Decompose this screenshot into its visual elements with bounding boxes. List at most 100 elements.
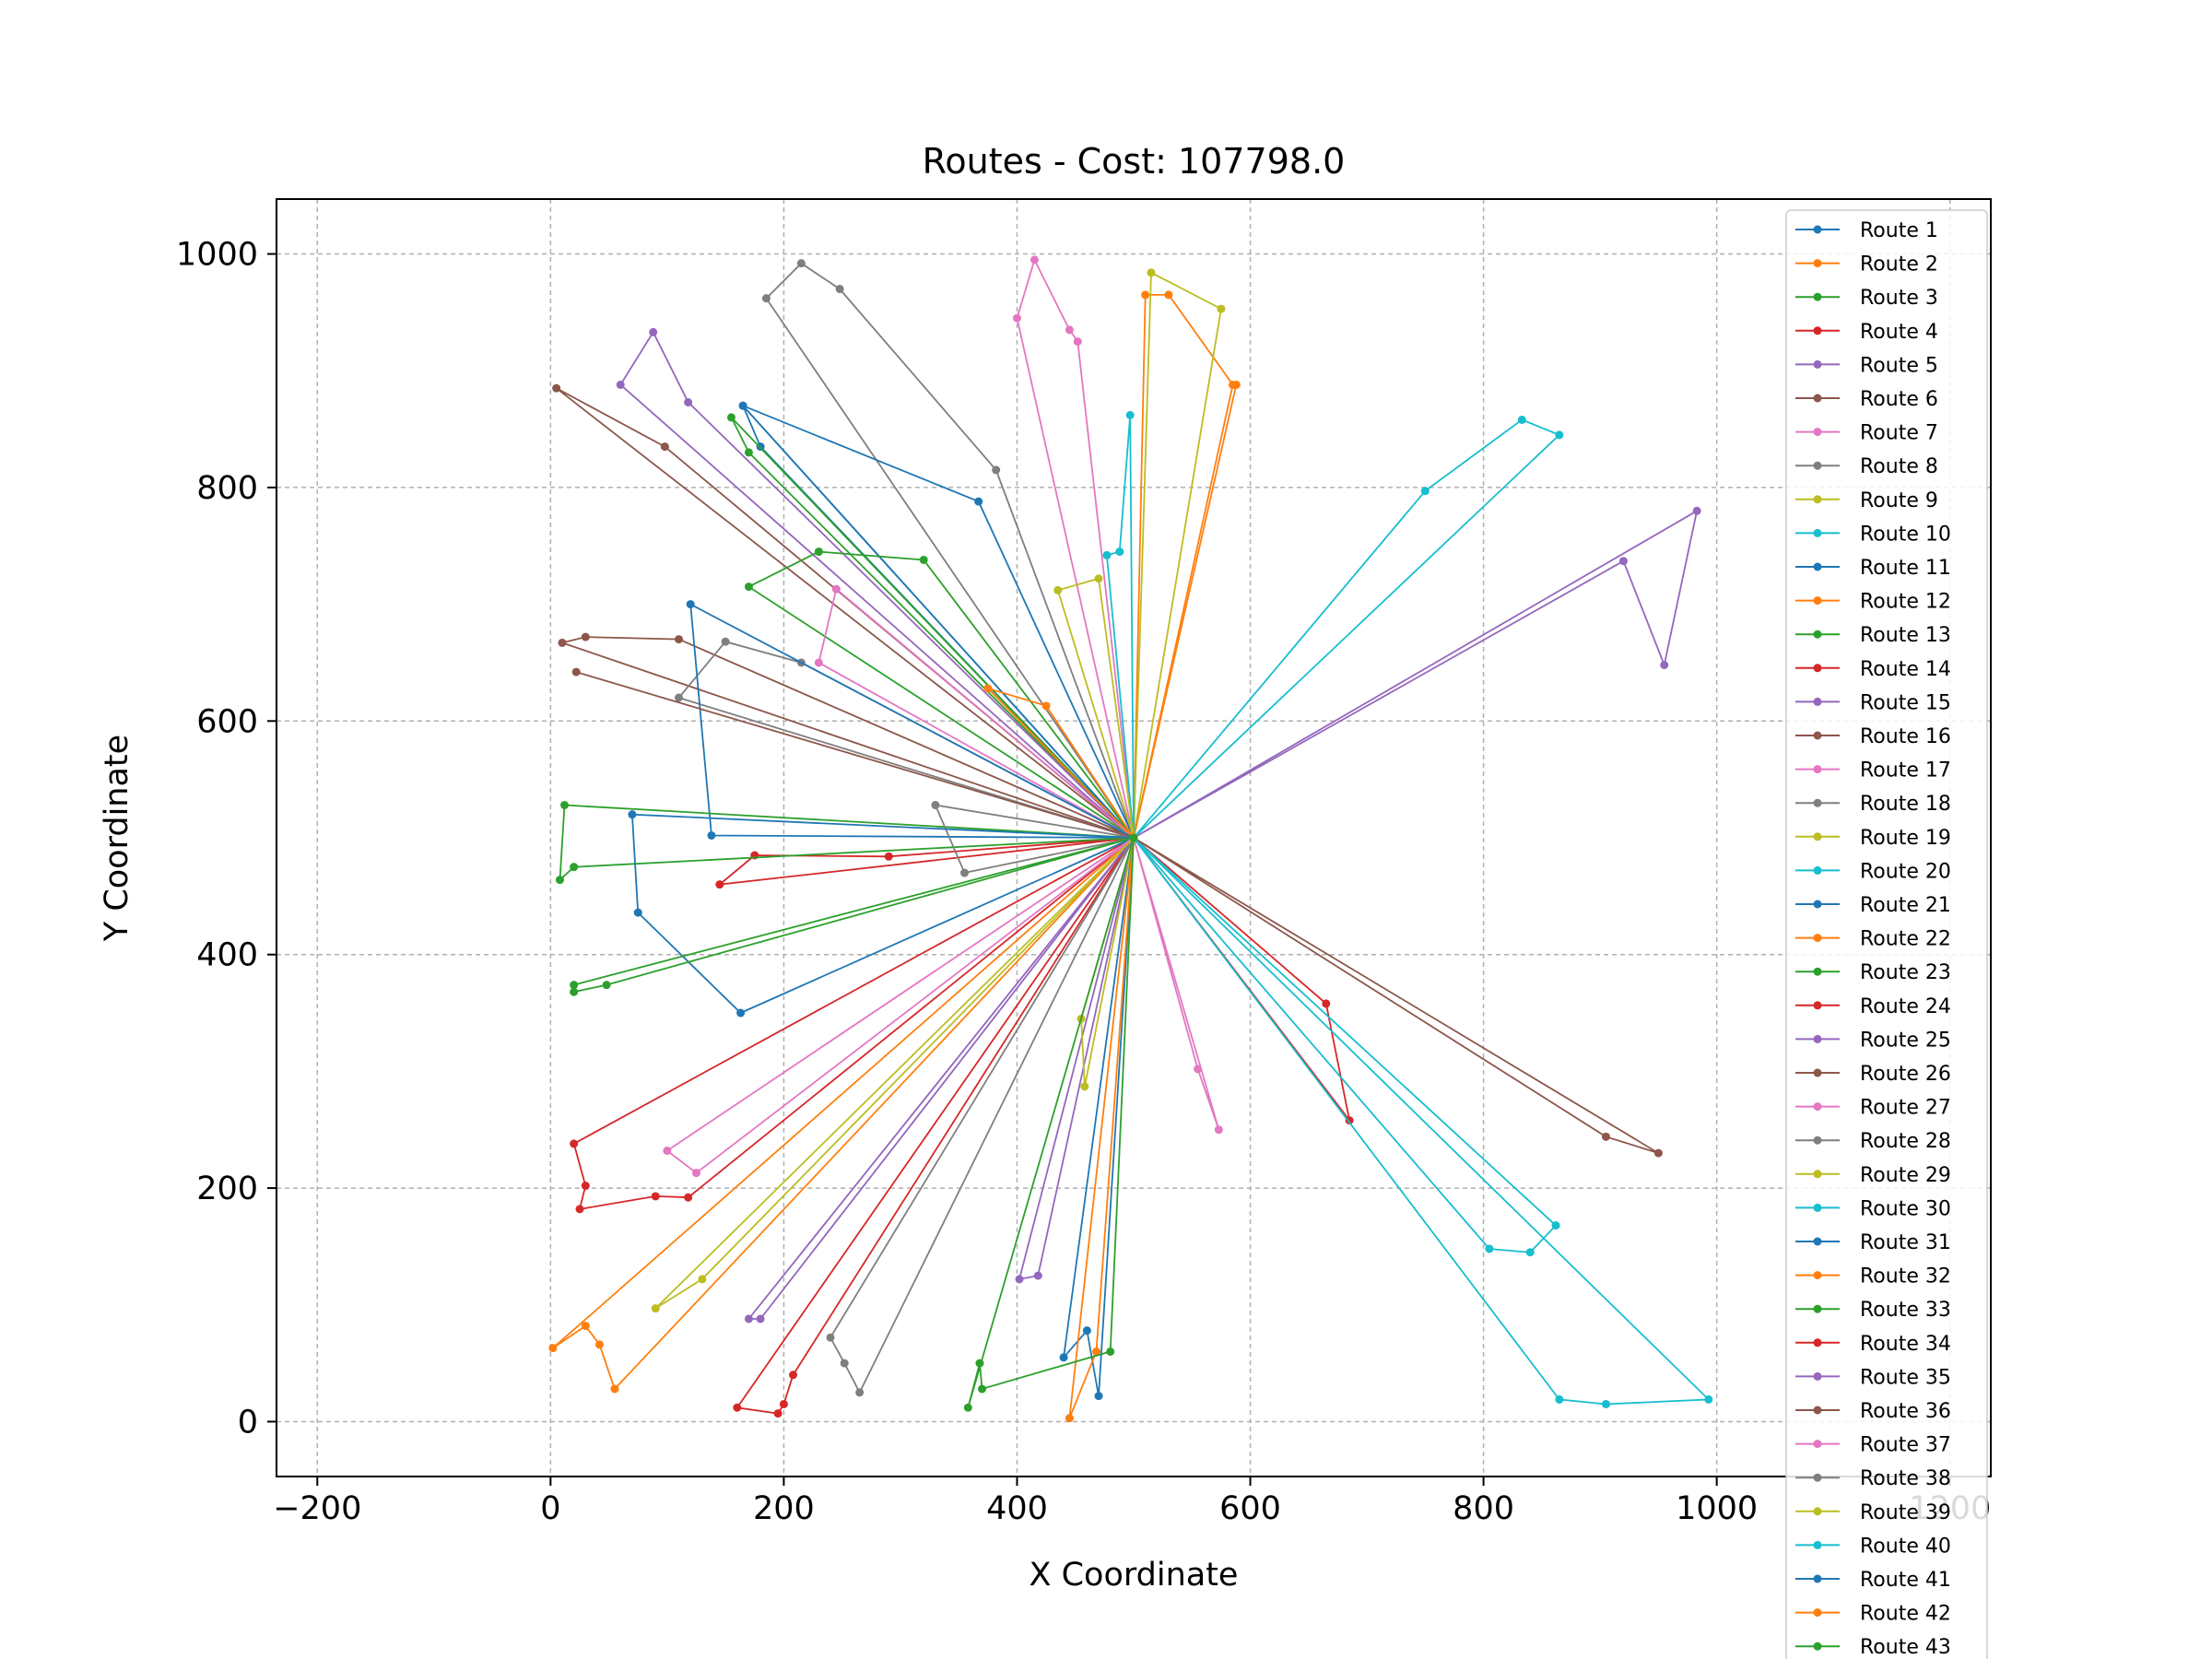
route-point <box>575 1205 584 1214</box>
legend-swatch-marker <box>1813 1068 1822 1077</box>
legend-label: Route 1 <box>1860 219 1938 242</box>
route-point <box>1125 410 1135 419</box>
route-point <box>1030 255 1039 265</box>
legend-item: Route 35 <box>1795 1366 1951 1389</box>
legend-label: Route 37 <box>1860 1434 1951 1457</box>
route-point <box>633 908 642 917</box>
legend-swatch-marker <box>1813 596 1822 606</box>
legend-item: Route 42 <box>1795 1603 1951 1626</box>
route-point <box>840 1359 849 1368</box>
legend-swatch-marker <box>1813 259 1822 268</box>
legend-label: Route 7 <box>1860 422 1938 445</box>
route-line <box>967 837 1135 1408</box>
route-point <box>552 383 561 393</box>
legend-label: Route 27 <box>1860 1097 1951 1120</box>
route-point <box>1147 268 1156 277</box>
route-point <box>1082 1326 1091 1335</box>
legend-swatch-marker <box>1813 1440 1822 1449</box>
legend-item: Route 2 <box>1795 253 1938 276</box>
legend-item: Route 24 <box>1795 995 1951 1018</box>
legend-swatch-marker <box>1813 1608 1822 1618</box>
route-point <box>789 1371 798 1380</box>
legend-item: Route 20 <box>1795 860 1951 883</box>
route-line <box>654 837 1135 1310</box>
x-axis-label: X Coordinate <box>1030 1557 1239 1594</box>
legend-swatch-marker <box>1813 1641 1822 1651</box>
legend-item: Route 26 <box>1795 1063 1951 1086</box>
route-line <box>1133 837 1220 1130</box>
legend-swatch-marker <box>1813 394 1822 403</box>
legend-label: Route 16 <box>1860 725 1951 748</box>
route-point <box>581 1322 590 1331</box>
legend-item: Route 9 <box>1795 489 1938 512</box>
route-line <box>689 603 1135 839</box>
route-point <box>773 1409 782 1418</box>
legend-label: Route 35 <box>1860 1366 1951 1389</box>
route-point <box>1073 337 1082 347</box>
legend-label: Route 4 <box>1860 321 1938 344</box>
route-point <box>1704 1394 1713 1404</box>
route-point <box>1214 1125 1223 1135</box>
route-line <box>765 262 1135 839</box>
route-point <box>1231 380 1241 389</box>
route-point <box>1601 1399 1610 1408</box>
route-point <box>1525 1248 1535 1257</box>
route-point <box>675 635 684 644</box>
route-point <box>931 801 940 810</box>
route-point <box>744 1314 753 1324</box>
legend-item: Route 31 <box>1795 1231 1951 1254</box>
route-point <box>684 397 693 406</box>
route-point <box>560 801 570 810</box>
route-point <box>978 1384 987 1394</box>
legend-item: Route 4 <box>1795 321 1938 344</box>
legend-swatch-marker <box>1813 528 1822 537</box>
route-line <box>552 837 1135 1391</box>
route-point <box>831 584 841 594</box>
route-point <box>733 1403 742 1412</box>
legend-item: Route 30 <box>1795 1197 1951 1220</box>
route-point <box>610 1384 619 1394</box>
legend-swatch-marker <box>1813 1304 1822 1313</box>
chart-title: Routes - Cost: 107798.0 <box>923 141 1346 182</box>
route-point <box>1164 290 1173 300</box>
legend-swatch-marker <box>1813 326 1822 335</box>
plot-frame <box>276 198 1992 1477</box>
route-point <box>1555 1394 1564 1404</box>
legend-label: Route 10 <box>1860 523 1951 546</box>
legend-swatch-marker <box>1813 225 1822 234</box>
route-point <box>1129 833 1138 842</box>
route-line <box>735 837 1135 1415</box>
route-point <box>1194 1065 1203 1074</box>
legend-label: Route 19 <box>1860 827 1951 850</box>
legend-label: Route 31 <box>1860 1231 1951 1254</box>
legend-swatch-marker <box>1813 664 1822 673</box>
legend-label: Route 20 <box>1860 860 1951 883</box>
legend-label: Route 24 <box>1860 995 1951 1018</box>
route-point <box>581 1182 590 1191</box>
route-point <box>721 637 730 646</box>
legend-label: Route 6 <box>1860 388 1938 411</box>
route-line <box>1133 837 1659 1154</box>
route-line <box>1056 577 1135 839</box>
legend-swatch-marker <box>1813 1540 1822 1549</box>
legend-item: Route 13 <box>1795 624 1951 647</box>
legend-label: Route 34 <box>1860 1333 1951 1356</box>
legend-swatch-marker <box>1813 697 1822 706</box>
legend-label: Route 2 <box>1860 253 1938 276</box>
legend-swatch-marker <box>1813 1170 1822 1179</box>
route-point <box>1094 1392 1103 1401</box>
route-point <box>814 547 823 557</box>
legend-swatch-marker <box>1813 1203 1822 1212</box>
route-line <box>1016 257 1135 839</box>
route-point <box>992 465 1001 475</box>
legend-item: Route 23 <box>1795 961 1951 984</box>
legend-swatch-marker <box>1813 1271 1822 1280</box>
legend-item: Route 6 <box>1795 388 1938 411</box>
route-point <box>1012 313 1021 323</box>
route-line <box>665 837 1135 1174</box>
route-point <box>919 555 928 564</box>
legend-item: Route 32 <box>1795 1265 1951 1288</box>
y-tick-label: 600 <box>196 703 258 740</box>
y-axis-label: Y Coordinate <box>99 735 135 942</box>
